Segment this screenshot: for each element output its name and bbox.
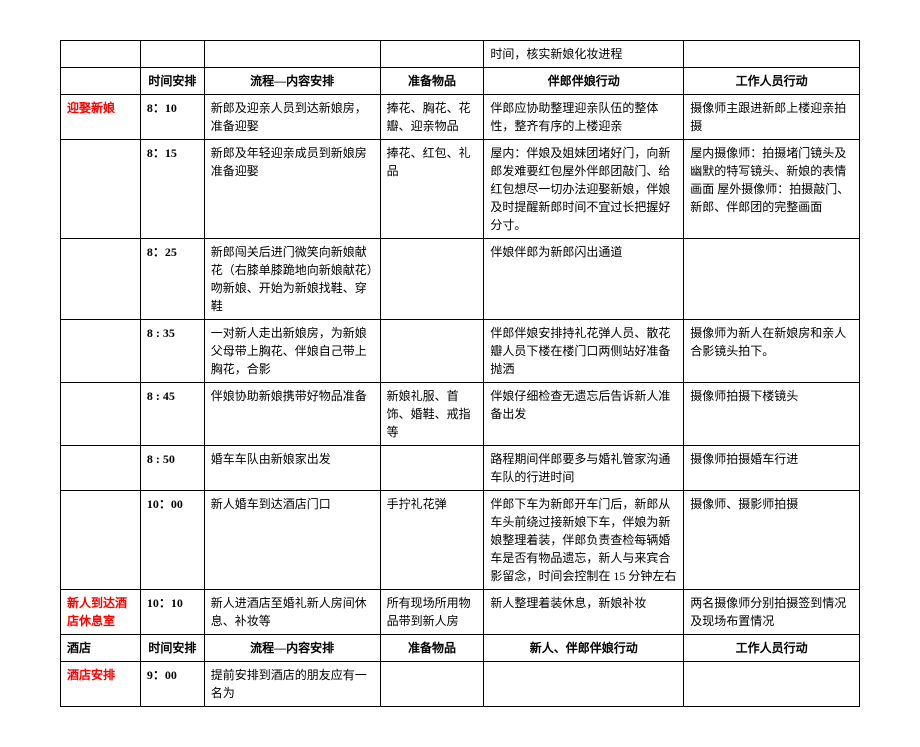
cell xyxy=(380,320,484,383)
cell: 提前安排到酒店的朋友应有一名为 xyxy=(204,662,380,707)
cell: 新人整理着装休息，新娘补妆 xyxy=(484,590,684,635)
cell: 时间安排 xyxy=(140,68,204,95)
cell: 9：00 xyxy=(140,662,204,707)
cell xyxy=(380,239,484,320)
cell: 摄像师、摄影师拍摄 xyxy=(684,491,860,590)
cell: 摄像师主跟进新郎上楼迎亲拍摄 xyxy=(684,95,860,140)
cell: 新郎及年轻迎亲成员到新娘房准备迎娶 xyxy=(204,140,380,239)
cell xyxy=(61,383,141,446)
cell xyxy=(61,68,141,95)
table-row: 8：25新郎闯关后进门微笑向新娘献花（右膝单膝跪地向新娘献花）吻新娘、开始为新娘… xyxy=(61,239,860,320)
cell xyxy=(204,41,380,68)
cell: 8：15 xyxy=(140,140,204,239)
table-row: 时间，核实新娘化妆进程 xyxy=(61,41,860,68)
cell: 工作人员行动 xyxy=(684,68,860,95)
cell: 两名摄像师分别拍摄签到情况及现场布置情况 xyxy=(684,590,860,635)
cell: 伴郎伴娘行动 xyxy=(484,68,684,95)
cell xyxy=(61,140,141,239)
cell: 8 : 45 xyxy=(140,383,204,446)
cell: 一对新人走出新娘房，为新娘父母带上胸花、伴娘自己带上胸花，合影 xyxy=(204,320,380,383)
cell: 10：10 xyxy=(140,590,204,635)
cell: 准备物品 xyxy=(380,68,484,95)
cell xyxy=(61,446,141,491)
cell xyxy=(684,662,860,707)
table-row: 8：15新郎及年轻迎亲成员到新娘房准备迎娶捧花、红包、礼品屋内：伴娘及姐妹团堵好… xyxy=(61,140,860,239)
cell: 8 : 35 xyxy=(140,320,204,383)
cell: 准备物品 xyxy=(380,635,484,662)
table-row: 时间安排流程—内容安排准备物品伴郎伴娘行动工作人员行动 xyxy=(61,68,860,95)
cell: 新郎及迎亲人员到达新娘房，准备迎娶 xyxy=(204,95,380,140)
cell: 新郎闯关后进门微笑向新娘献花（右膝单膝跪地向新娘献花）吻新娘、开始为新娘找鞋、穿… xyxy=(204,239,380,320)
table-row: 10：00新人婚车到达酒店门口手拧礼花弹伴郎下车为新郎开车门后，新郎从车头前绕过… xyxy=(61,491,860,590)
cell: 新人到达酒店休息室 xyxy=(61,590,141,635)
cell: 婚车车队由新娘家出发 xyxy=(204,446,380,491)
cell: 8 : 50 xyxy=(140,446,204,491)
cell: 10：00 xyxy=(140,491,204,590)
table-row: 8 : 50婚车车队由新娘家出发 路程期间伴郎要多与婚礼管家沟通车队的行进时间摄像… xyxy=(61,446,860,491)
cell xyxy=(380,41,484,68)
cell: 伴郎伴娘安排持礼花弹人员、散花瓣人员下楼在楼门口两侧站好准备抛洒 xyxy=(484,320,684,383)
cell: 屋内：伴娘及姐妹团堵好门，向新郎发难要红包屋外伴郎团敲门、给红包想尽一切办法迎娶… xyxy=(484,140,684,239)
cell: 8：10 xyxy=(140,95,204,140)
cell: 8：25 xyxy=(140,239,204,320)
cell xyxy=(61,41,141,68)
cell: 新娘礼服、首饰、婚鞋、戒指等 xyxy=(380,383,484,446)
cell xyxy=(684,239,860,320)
cell: 屋内摄像师：拍摄堵门镜头及幽默的特写镜头、新娘的表情画面 屋外摄像师：拍摄敲门、… xyxy=(684,140,860,239)
cell: 流程—内容安排 xyxy=(204,635,380,662)
cell: 酒店安排 xyxy=(61,662,141,707)
table-row: 8 : 45伴娘协助新娘携带好物品准备新娘礼服、首饰、婚鞋、戒指等伴娘仔细检查无… xyxy=(61,383,860,446)
cell xyxy=(61,239,141,320)
table-row: 迎娶新娘8：10新郎及迎亲人员到达新娘房，准备迎娶捧花、胸花、花瓣、迎亲物品伴郎… xyxy=(61,95,860,140)
cell: 摄像师为新人在新娘房和亲人合影镜头拍下。 xyxy=(684,320,860,383)
cell xyxy=(140,41,204,68)
cell: 酒店 xyxy=(61,635,141,662)
cell: 伴郎应协助整理迎亲队伍的整体性，整齐有序的上楼迎亲 xyxy=(484,95,684,140)
schedule-table: 时间，核实新娘化妆进程时间安排流程—内容安排准备物品伴郎伴娘行动工作人员行动迎娶… xyxy=(60,40,860,707)
table-row: 新人到达酒店休息室10：10新人进酒店至婚礼新人房间休息、补妆等所有现场所用物品… xyxy=(61,590,860,635)
table-row: 酒店时间安排流程—内容安排准备物品新人、伴郎伴娘行动工作人员行动 xyxy=(61,635,860,662)
cell xyxy=(380,446,484,491)
cell xyxy=(61,320,141,383)
cell: 路程期间伴郎要多与婚礼管家沟通车队的行进时间 xyxy=(484,446,684,491)
cell xyxy=(380,662,484,707)
cell: 时间安排 xyxy=(140,635,204,662)
cell: 伴娘仔细检查无遗忘后告诉新人准备出发 xyxy=(484,383,684,446)
cell: 捧花、红包、礼品 xyxy=(380,140,484,239)
cell xyxy=(684,41,860,68)
cell: 摄像师拍摄下楼镜头 xyxy=(684,383,860,446)
cell: 伴娘协助新娘携带好物品准备 xyxy=(204,383,380,446)
cell: 手拧礼花弹 xyxy=(380,491,484,590)
cell: 摄像师拍摄婚车行进 xyxy=(684,446,860,491)
cell: 迎娶新娘 xyxy=(61,95,141,140)
cell: 伴郎下车为新郎开车门后，新郎从车头前绕过接新娘下车，伴娘为新娘整理着装，伴郎负责… xyxy=(484,491,684,590)
cell xyxy=(484,662,684,707)
cell: 所有现场所用物品带到新人房 xyxy=(380,590,484,635)
cell xyxy=(61,491,141,590)
cell: 捧花、胸花、花瓣、迎亲物品 xyxy=(380,95,484,140)
cell: 时间，核实新娘化妆进程 xyxy=(484,41,684,68)
cell: 新人进酒店至婚礼新人房间休息、补妆等 xyxy=(204,590,380,635)
cell: 新人、伴郎伴娘行动 xyxy=(484,635,684,662)
cell: 伴娘伴郎为新郎闪出通道 xyxy=(484,239,684,320)
table-row: 酒店安排9：00提前安排到酒店的朋友应有一名为 xyxy=(61,662,860,707)
cell: 工作人员行动 xyxy=(684,635,860,662)
table-row: 8 : 35一对新人走出新娘房，为新娘父母带上胸花、伴娘自己带上胸花，合影 伴郎伴… xyxy=(61,320,860,383)
cell: 新人婚车到达酒店门口 xyxy=(204,491,380,590)
cell: 流程—内容安排 xyxy=(204,68,380,95)
